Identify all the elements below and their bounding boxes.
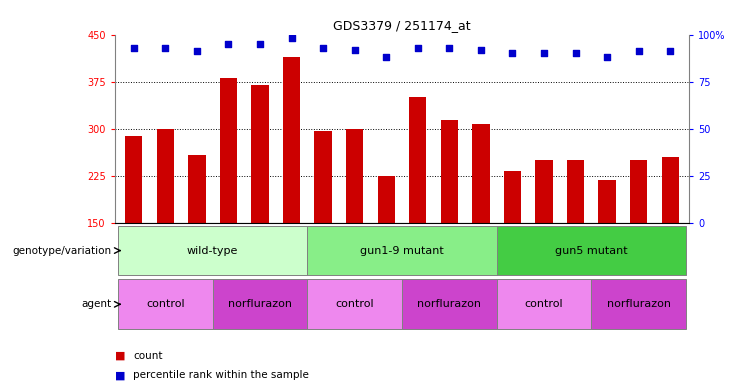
Bar <box>409 97 427 223</box>
Text: control: control <box>336 299 374 310</box>
Point <box>317 45 329 51</box>
Point <box>285 35 297 41</box>
Point <box>412 45 424 51</box>
Point <box>254 41 266 47</box>
Point <box>222 41 234 47</box>
Point <box>507 50 519 56</box>
Bar <box>504 171 521 223</box>
Text: norflurazon: norflurazon <box>417 299 482 310</box>
Bar <box>441 121 458 223</box>
Point <box>159 45 171 51</box>
Bar <box>472 124 490 223</box>
Point <box>349 46 361 53</box>
Bar <box>283 56 300 223</box>
Bar <box>377 176 395 223</box>
Text: norflurazon: norflurazon <box>607 299 671 310</box>
Point <box>601 54 613 60</box>
Bar <box>213 280 308 329</box>
Text: control: control <box>525 299 563 310</box>
Bar <box>118 226 308 275</box>
Bar <box>599 180 616 223</box>
Text: control: control <box>146 299 185 310</box>
Bar <box>125 136 142 223</box>
Text: percentile rank within the sample: percentile rank within the sample <box>133 370 309 380</box>
Text: gun1-9 mutant: gun1-9 mutant <box>360 245 444 256</box>
Bar <box>118 280 213 329</box>
Bar <box>402 280 496 329</box>
Point <box>128 45 140 51</box>
Bar <box>188 155 205 223</box>
Point <box>570 50 582 56</box>
Text: wild-type: wild-type <box>187 245 239 256</box>
Point <box>443 45 455 51</box>
Point <box>633 48 645 55</box>
Bar <box>314 131 332 223</box>
Bar <box>251 85 269 223</box>
Bar <box>591 280 686 329</box>
Bar <box>535 160 553 223</box>
Bar <box>308 226 496 275</box>
Text: gun5 mutant: gun5 mutant <box>555 245 628 256</box>
Title: GDS3379 / 251174_at: GDS3379 / 251174_at <box>333 19 471 32</box>
Bar <box>567 160 584 223</box>
Bar <box>346 129 363 223</box>
Bar <box>630 160 648 223</box>
Bar <box>308 280 402 329</box>
Text: norflurazon: norflurazon <box>228 299 292 310</box>
Bar <box>662 157 679 223</box>
Point <box>380 54 392 60</box>
Point <box>664 48 676 55</box>
Text: ■: ■ <box>115 351 125 361</box>
Bar <box>496 280 591 329</box>
Point <box>191 48 203 55</box>
Text: ■: ■ <box>115 370 125 380</box>
Bar <box>220 78 237 223</box>
Text: count: count <box>133 351 163 361</box>
Bar <box>496 226 686 275</box>
Point <box>538 50 550 56</box>
Text: genotype/variation: genotype/variation <box>12 245 111 256</box>
Point <box>475 46 487 53</box>
Bar <box>156 129 174 223</box>
Text: agent: agent <box>81 299 111 310</box>
